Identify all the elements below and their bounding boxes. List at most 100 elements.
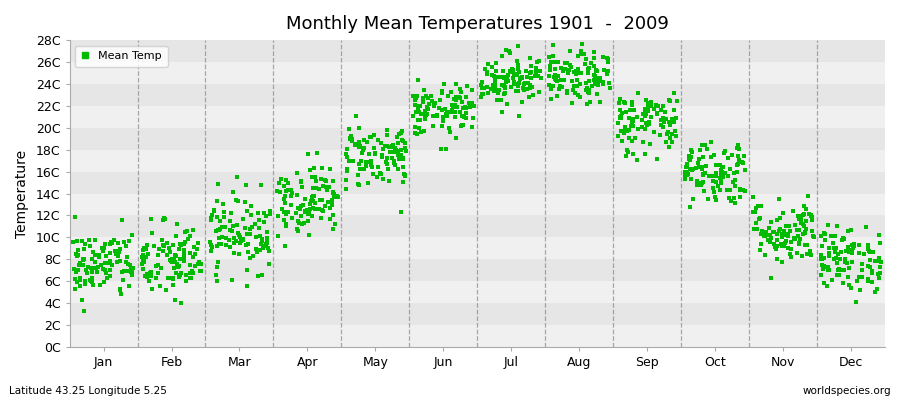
- Point: [459, 94, 473, 100]
- Point: [626, 116, 641, 122]
- Point: [484, 86, 499, 92]
- Point: [302, 232, 317, 238]
- Point: [641, 105, 655, 111]
- Point: [284, 192, 298, 199]
- Point: [414, 129, 428, 135]
- Point: [708, 197, 723, 204]
- Point: [253, 246, 267, 253]
- Point: [542, 82, 556, 89]
- Point: [427, 100, 441, 106]
- Point: [454, 113, 469, 120]
- Point: [306, 198, 320, 204]
- Point: [387, 158, 401, 164]
- Point: [418, 112, 433, 118]
- Point: [589, 78, 603, 85]
- Point: [847, 241, 861, 247]
- Point: [324, 202, 338, 208]
- Point: [600, 71, 615, 78]
- Point: [695, 164, 709, 170]
- Point: [149, 262, 164, 269]
- Point: [357, 137, 372, 143]
- Point: [543, 66, 557, 73]
- Point: [684, 147, 698, 153]
- Point: [842, 282, 857, 288]
- Point: [225, 228, 239, 234]
- Point: [110, 259, 124, 266]
- Point: [89, 265, 104, 272]
- Point: [187, 244, 202, 250]
- Point: [581, 90, 596, 96]
- Point: [257, 210, 272, 217]
- Point: [726, 178, 741, 185]
- Point: [560, 88, 574, 94]
- Point: [104, 239, 119, 246]
- Point: [852, 250, 867, 256]
- Point: [83, 243, 97, 250]
- Point: [144, 269, 158, 275]
- Point: [319, 178, 333, 184]
- Point: [816, 255, 831, 261]
- Point: [160, 274, 175, 281]
- Point: [348, 140, 363, 147]
- Point: [769, 246, 783, 252]
- Point: [649, 102, 663, 108]
- Point: [706, 178, 721, 184]
- Point: [770, 231, 785, 238]
- Point: [330, 194, 345, 200]
- Point: [786, 208, 800, 214]
- Point: [192, 259, 206, 265]
- Point: [125, 268, 140, 274]
- Point: [625, 138, 639, 145]
- Point: [314, 215, 328, 221]
- Point: [826, 240, 841, 246]
- Point: [780, 233, 795, 240]
- Point: [654, 117, 669, 124]
- Point: [720, 155, 734, 162]
- Point: [803, 248, 817, 254]
- Point: [292, 220, 306, 226]
- Point: [446, 102, 460, 108]
- Point: [398, 140, 412, 146]
- Point: [798, 229, 813, 236]
- Point: [204, 217, 219, 224]
- Point: [827, 245, 842, 251]
- Point: [346, 158, 360, 164]
- Point: [581, 78, 596, 84]
- Point: [291, 205, 305, 212]
- Point: [507, 71, 521, 78]
- Point: [626, 121, 640, 127]
- Point: [380, 143, 394, 150]
- Point: [752, 216, 767, 223]
- Point: [688, 164, 703, 171]
- Point: [419, 111, 434, 117]
- Point: [449, 94, 464, 100]
- Point: [323, 216, 338, 222]
- Point: [136, 246, 150, 253]
- Point: [386, 148, 400, 155]
- Point: [569, 71, 583, 78]
- Point: [167, 259, 182, 265]
- Point: [186, 270, 201, 276]
- Point: [865, 267, 879, 274]
- Point: [295, 202, 310, 208]
- Point: [552, 86, 566, 92]
- Point: [764, 219, 778, 225]
- Point: [439, 111, 454, 117]
- Point: [638, 151, 652, 157]
- Point: [359, 158, 374, 165]
- Point: [577, 50, 591, 57]
- Point: [757, 232, 771, 239]
- Point: [547, 65, 562, 72]
- Point: [873, 264, 887, 270]
- Point: [528, 65, 543, 72]
- Point: [851, 274, 866, 280]
- Point: [618, 152, 633, 159]
- Point: [371, 136, 385, 143]
- Point: [730, 162, 744, 168]
- Bar: [69, 237, 885, 259]
- Point: [862, 257, 877, 264]
- Point: [490, 60, 504, 66]
- Point: [799, 206, 814, 212]
- Point: [375, 154, 390, 160]
- Point: [868, 258, 882, 264]
